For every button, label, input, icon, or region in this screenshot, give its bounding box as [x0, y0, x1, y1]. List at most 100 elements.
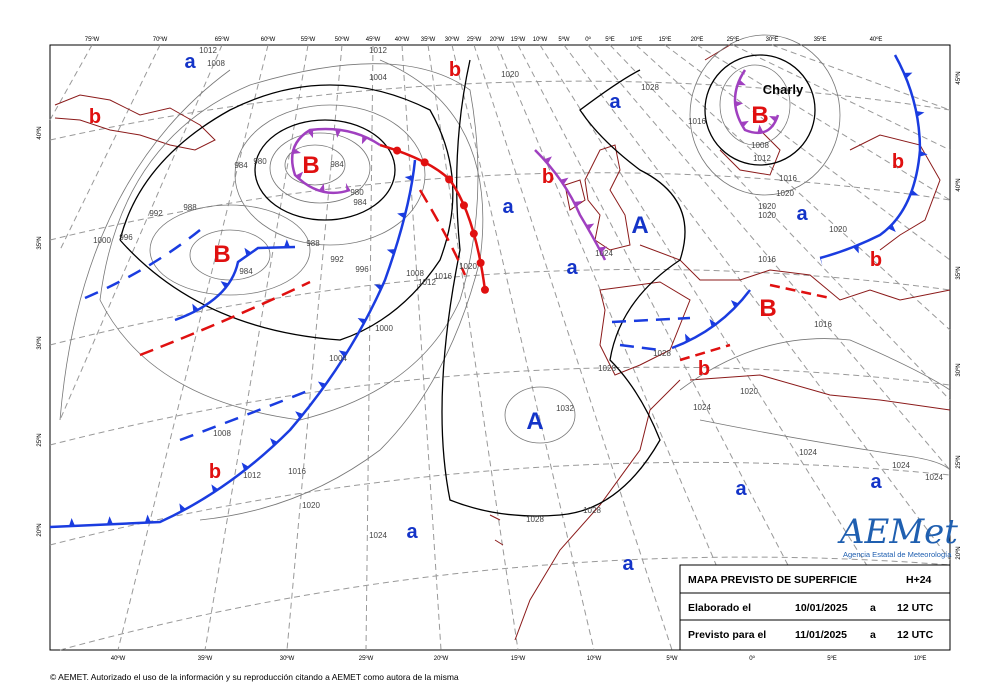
front-symbol [397, 212, 406, 219]
isobar-label: 1020 [829, 225, 847, 234]
front-symbol [307, 129, 314, 139]
row-time: 12 UTC [897, 629, 934, 641]
latitude-label: 35ºN [955, 266, 962, 279]
front-symbol [393, 146, 402, 155]
latitude-label: 45ºN [955, 71, 962, 84]
isobar-label: 1012 [418, 278, 436, 287]
isobar-label: 1016 [758, 255, 776, 264]
info-box-frame [679, 564, 951, 651]
isobar-label: 984 [239, 267, 253, 276]
isobar-label: 988 [306, 239, 320, 248]
row-date: 11/01/2025 [795, 629, 847, 641]
front-symbol [757, 124, 764, 133]
front-symbol [919, 150, 928, 157]
longitude-label: 0º [749, 655, 755, 662]
latitude-label: 20ºN [36, 523, 43, 536]
trough [611, 316, 691, 352]
longitude-label: 30ºW [445, 36, 460, 43]
longitude-label: 20ºE [691, 36, 704, 43]
isobar-label: 1008 [213, 429, 231, 438]
logo: AEMet Agencia Estatal de Meteorología [837, 512, 958, 559]
longitude-label: 10ºE [914, 655, 927, 662]
pressure-center: b [698, 358, 710, 380]
front-symbol [179, 503, 186, 512]
front-symbol [241, 462, 249, 471]
info-title: MAPA PREVISTO DE SUPERFICIE [688, 574, 857, 586]
isobar-label: 1028 [526, 515, 544, 524]
longitude-label: 65ºW [215, 36, 230, 43]
longitude-label: 30ºE [766, 36, 779, 43]
isobar-label: 1008 [406, 269, 424, 278]
isobar-label: 1020 [302, 501, 320, 510]
isobar-label: 1024 [693, 403, 711, 412]
longitude-label: 15ºW [511, 655, 526, 662]
front-symbol [404, 175, 414, 182]
longitude-label: 10ºW [533, 36, 548, 43]
front-symbol [244, 247, 252, 257]
isobar-label: 1028 [653, 349, 671, 358]
pressure-center: a [622, 553, 634, 575]
isobar-label: 1020 [459, 262, 477, 271]
map-frame [49, 44, 951, 651]
isobar-label: 1016 [779, 174, 797, 183]
pressure-center: a [609, 91, 621, 113]
pressure-center: B [759, 295, 776, 322]
pressure-center: b [449, 59, 461, 81]
isobar-label: 996 [119, 233, 133, 242]
cold-front [819, 54, 922, 260]
isobar-label: 1024 [595, 249, 613, 258]
front-symbol [685, 333, 692, 343]
front-symbol [469, 229, 478, 238]
longitude-label: 5ºE [605, 36, 615, 43]
front-symbol [903, 72, 913, 79]
coastlines [54, 44, 951, 641]
longitude-label: 45ºW [366, 36, 381, 43]
row-time: 12 UTC [897, 602, 934, 614]
longitude-label: 5ºW [558, 36, 570, 43]
front-symbol [361, 135, 368, 145]
row-sep: a [870, 602, 876, 614]
isobar-label: 980 [253, 157, 267, 166]
trough [179, 388, 311, 442]
trough [679, 343, 731, 362]
isobar-label: 1016 [434, 272, 452, 281]
longitude-label: 25ºW [467, 36, 482, 43]
front-symbol [585, 223, 595, 231]
occluded-front [534, 149, 607, 261]
logo-subtitle: Agencia Estatal de Meteorología [843, 550, 952, 559]
longitude-label: 20ºW [490, 36, 505, 43]
front-symbol [888, 224, 896, 232]
latitude-label: 35ºN [36, 236, 43, 249]
isobar-label: 1028 [598, 364, 616, 373]
isobar-label: 1016 [814, 320, 832, 329]
latitude-label: 25ºN [955, 455, 962, 468]
isobar-label: 992 [149, 209, 163, 218]
cold-front [49, 159, 417, 529]
isobar-label: 992 [330, 255, 344, 264]
front-symbol [386, 249, 396, 255]
pressure-center: a [184, 51, 196, 73]
storm-name: Charly [763, 82, 804, 97]
longitude-label: 50ºW [335, 36, 350, 43]
pressure-center: b [89, 106, 101, 128]
cold-front [671, 289, 751, 350]
isobar-label: 1016 [688, 117, 706, 126]
pressure-center: a [796, 203, 808, 225]
isobar-label: 1024 [892, 461, 910, 470]
isobar-label: 1020 [501, 70, 519, 79]
longitude-label: 70ºW [153, 36, 168, 43]
front-symbol [573, 200, 583, 208]
longitude-label: 55ºW [301, 36, 316, 43]
isobar-label: 984 [234, 161, 248, 170]
front-symbol [284, 239, 291, 248]
pressure-center: B [213, 241, 230, 268]
isobar-label: 1012 [753, 154, 771, 163]
isobar-label: 1020 [758, 211, 776, 220]
front-symbol [768, 115, 778, 122]
latitude-label: 30ºN [36, 336, 43, 349]
longitude-label: 15ºE [659, 36, 672, 43]
logo-name: AEMet [837, 512, 958, 552]
longitude-label: 5ºW [666, 655, 678, 662]
trough [139, 280, 311, 357]
